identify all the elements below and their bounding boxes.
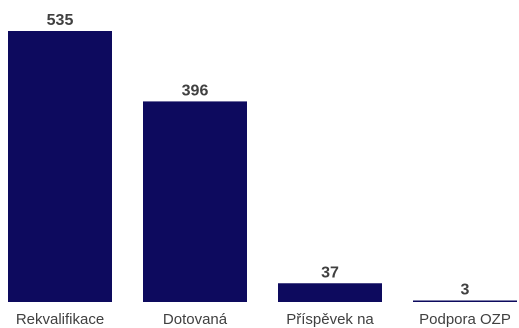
category-label-4: Podpora OZP bbox=[419, 311, 511, 328]
bar-3 bbox=[278, 283, 382, 302]
bar-4 bbox=[413, 300, 517, 302]
category-label-3: Příspěvek na bbox=[286, 311, 374, 328]
category-label-2: Dotovaná bbox=[163, 311, 228, 328]
bar-1 bbox=[8, 31, 112, 302]
bars-group bbox=[8, 31, 517, 302]
category-labels-group: Rekvalifikace Dotovaná Příspěvek na Podpora… bbox=[16, 311, 511, 328]
value-label-2: 396 bbox=[182, 82, 209, 99]
value-label-3: 37 bbox=[321, 264, 339, 281]
category-label-1: Rekvalifikace bbox=[16, 311, 104, 328]
value-label-4: 3 bbox=[461, 281, 470, 298]
value-labels-group: 535 396 37 3 bbox=[47, 12, 470, 298]
bar-2 bbox=[143, 101, 247, 302]
value-label-1: 535 bbox=[47, 12, 74, 29]
